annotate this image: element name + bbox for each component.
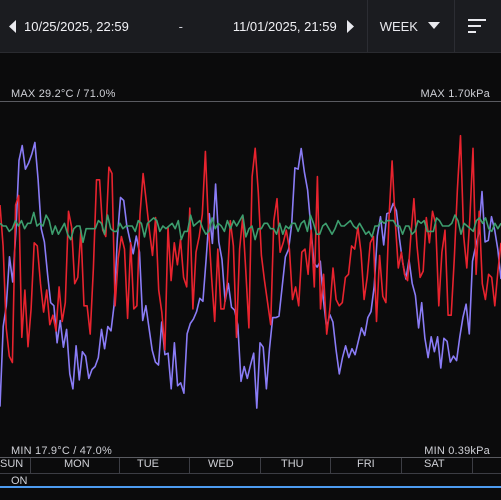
day-divider [401, 458, 402, 473]
min-vpd-label: MIN 0.39kPa [424, 445, 490, 457]
day-label-wed: WED [208, 458, 234, 470]
prev-range-button[interactable] [6, 16, 20, 36]
day-label-sun: SUN [0, 458, 24, 470]
status-row: ON [0, 473, 501, 488]
next-range-button[interactable] [343, 16, 357, 36]
day-label-fri: FRI [357, 458, 375, 470]
vpd-series-line [0, 211, 501, 244]
chevron-down-icon [427, 22, 440, 29]
day-label-sat: SAT [424, 458, 445, 470]
end-datetime[interactable]: 11/01/2025, 21:59 [232, 18, 337, 34]
top-toolbar: 10/25/2025, 22:59 - 11/01/2025, 21:59 WE… [0, 0, 501, 53]
humidity-series-line [0, 141, 501, 409]
chevron-right-icon [346, 19, 354, 33]
toolbar-divider [366, 0, 368, 52]
day-label-tue: TUE [137, 458, 159, 470]
day-label-thu: THU [281, 458, 304, 470]
sort-icon [467, 19, 486, 33]
max-vpd-label: MAX 1.70kPa [420, 88, 490, 100]
day-axis: SUN MON TUE WED THU FRI SAT [0, 458, 501, 473]
toolbar-divider [453, 0, 455, 52]
chevron-left-icon [9, 19, 16, 33]
day-divider [330, 458, 331, 473]
status-label: ON [11, 475, 28, 487]
day-divider [30, 458, 31, 473]
start-datetime[interactable]: 10/25/2025, 22:59 [24, 18, 129, 34]
max-temp-humidity-label: MAX 29.2°C / 71.0% [11, 88, 116, 100]
period-dropdown[interactable]: WEEK [368, 19, 454, 34]
day-divider [260, 458, 261, 473]
day-label-mon: MON [64, 458, 90, 470]
max-line [0, 101, 501, 102]
period-label: WEEK [379, 18, 418, 34]
day-divider [189, 458, 190, 473]
day-divider [119, 458, 120, 473]
min-line [0, 457, 501, 458]
range-separator: - [178, 18, 183, 34]
sort-menu-button[interactable] [455, 0, 501, 52]
status-bar [0, 486, 501, 488]
day-divider [472, 458, 473, 473]
temperature-series-line [0, 134, 501, 364]
min-temp-humidity-label: MIN 17.9°C / 47.0% [11, 445, 112, 457]
